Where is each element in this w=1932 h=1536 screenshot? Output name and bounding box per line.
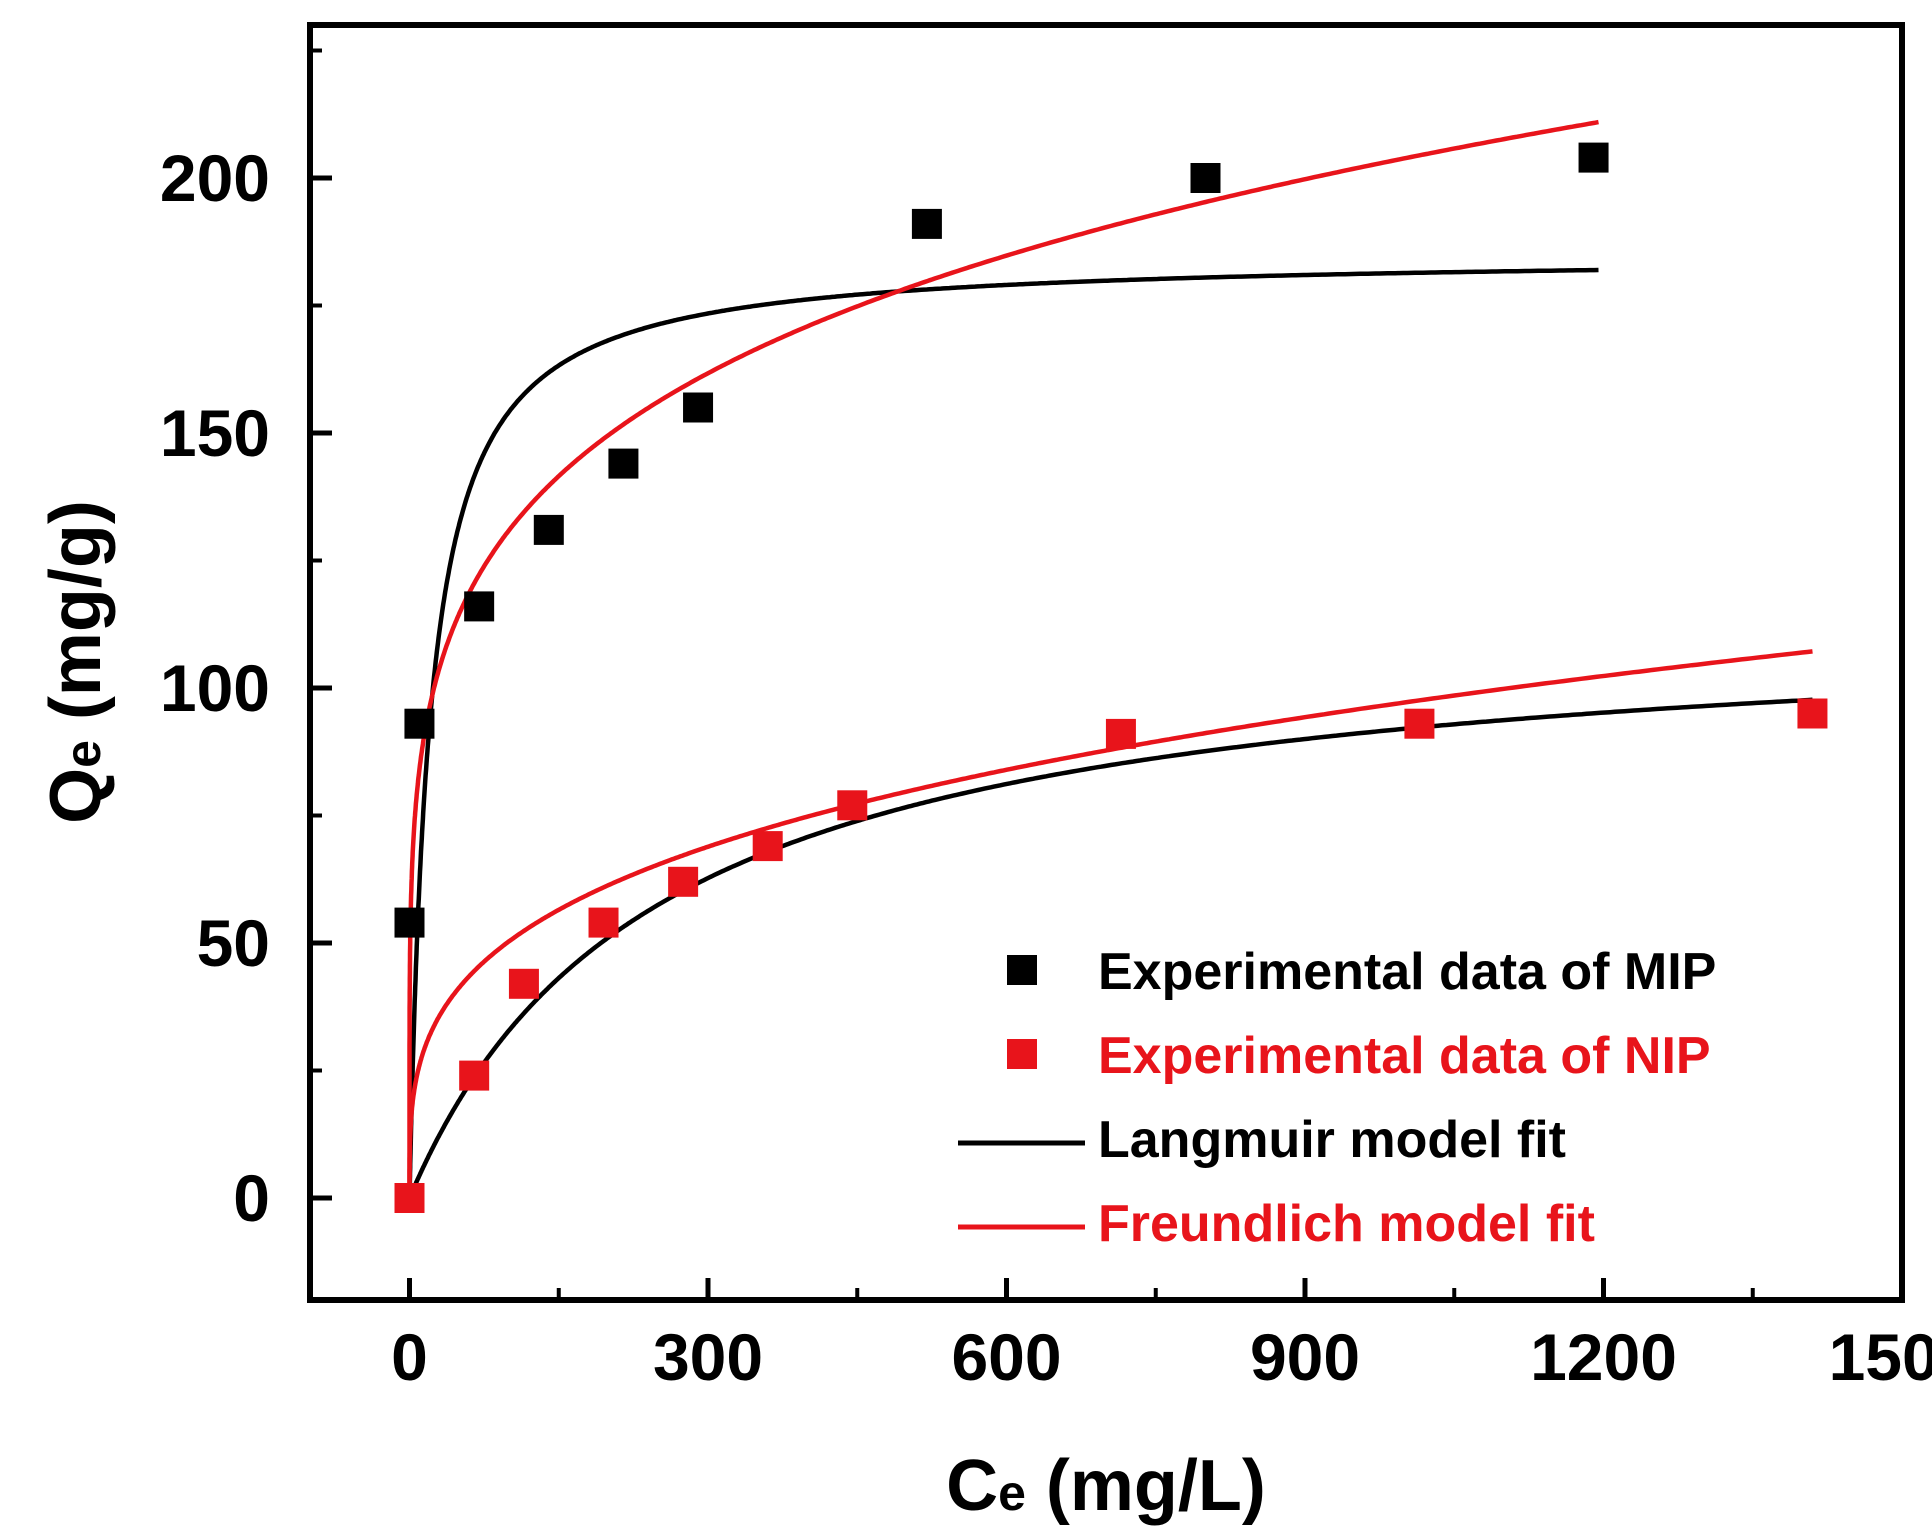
legend-label-langmuir: Langmuir model fit xyxy=(1098,1111,1566,1169)
nip-data-point xyxy=(588,907,619,938)
mip-data-point xyxy=(394,907,425,938)
legend-label-freundlich: Freundlich model fit xyxy=(1098,1195,1595,1253)
nip-data-point xyxy=(459,1060,490,1091)
legend: Experimental data of MIP Experimental da… xyxy=(958,943,1716,1253)
mip-data-point xyxy=(1190,163,1221,193)
nip-data-point xyxy=(1404,708,1435,739)
nip-data-point xyxy=(508,968,539,999)
freundlich-fit-curve-nip xyxy=(407,649,1813,1198)
nip-data-point xyxy=(1797,698,1828,729)
mip-data-point xyxy=(608,448,639,479)
y-axis-title: Qe (mg/g) xyxy=(36,500,116,824)
nip-data-point xyxy=(668,866,699,897)
freundlich-fit-curve-mip xyxy=(407,119,1599,1198)
fit-lines xyxy=(407,119,1813,1201)
nip-data-point xyxy=(752,831,783,862)
y-tick-label-150: 150 xyxy=(160,396,270,470)
nip-data-point xyxy=(1105,718,1136,749)
plot-frame xyxy=(307,22,1905,1303)
mip-data-point xyxy=(404,708,435,739)
legend-marker-nip xyxy=(1007,1039,1037,1069)
mip-data-point xyxy=(1578,142,1609,173)
mip-data-point xyxy=(911,208,942,239)
nip-data-point xyxy=(394,1183,425,1213)
x-tick-label-600: 600 xyxy=(951,1320,1061,1394)
x-tick-label-900: 900 xyxy=(1250,1320,1360,1394)
mip-data-point xyxy=(533,514,564,545)
x-axis-title: Ce (mg/L) xyxy=(946,1446,1266,1526)
axis-titles: Ce (mg/L) Qe (mg/g) xyxy=(36,500,1266,1526)
legend-label-mip: Experimental data of MIP xyxy=(1098,943,1716,1001)
y-tick-label-100: 100 xyxy=(160,651,270,725)
data-points xyxy=(394,142,1828,1213)
mip-data-point xyxy=(683,392,714,423)
y-tick-label-0: 0 xyxy=(233,1161,270,1235)
langmuir-fit-curve-nip xyxy=(407,697,1813,1201)
mip-data-point xyxy=(464,591,495,622)
x-tick-label-0: 0 xyxy=(391,1320,428,1394)
legend-marker-mip xyxy=(1007,955,1037,985)
x-tick-label-300: 300 xyxy=(653,1320,763,1394)
legend-label-nip: Experimental data of NIP xyxy=(1098,1027,1711,1085)
x-tick-label-1200: 1200 xyxy=(1530,1320,1677,1394)
nip-data-point xyxy=(837,790,868,821)
y-tick-label-50: 50 xyxy=(197,906,270,980)
y-tick-label-200: 200 xyxy=(160,141,270,215)
